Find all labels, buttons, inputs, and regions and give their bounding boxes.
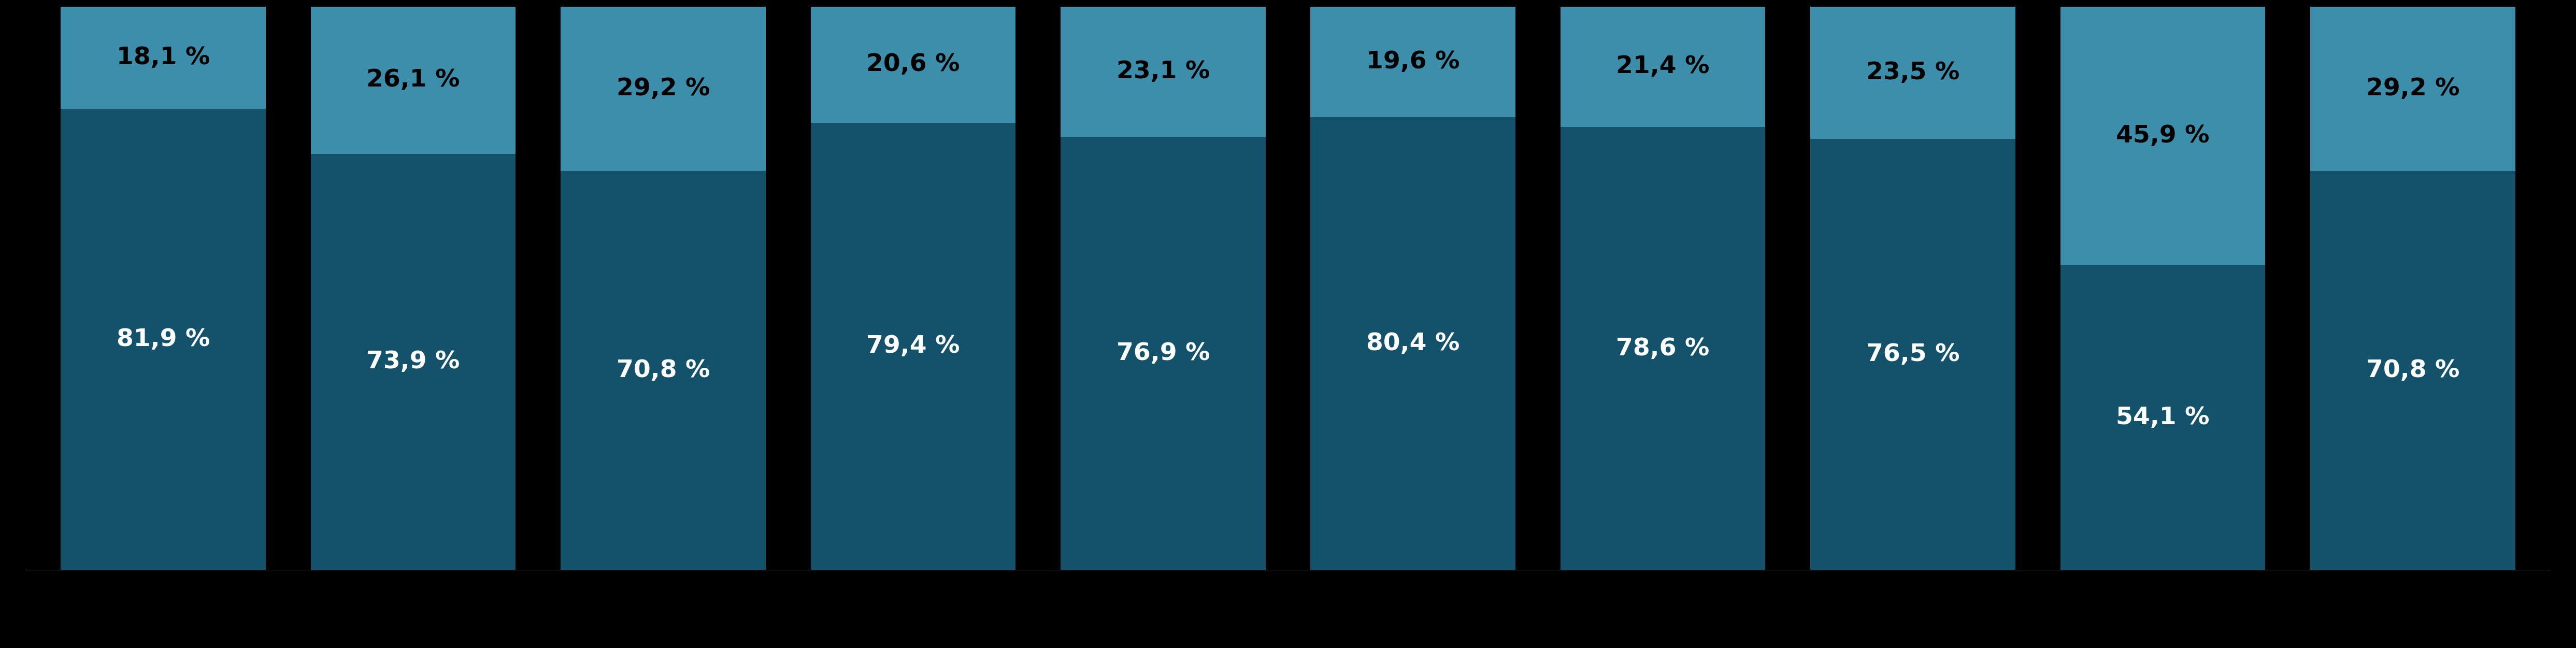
Bar [1061, 6, 1265, 137]
Text: 54,1 %: 54,1 % [2115, 406, 2210, 430]
Text: 19,6 %: 19,6 % [1365, 50, 1461, 73]
Text: 78,6 %: 78,6 % [1615, 337, 1710, 360]
Text: 79,4 %: 79,4 % [866, 335, 961, 358]
Bar [811, 122, 1015, 570]
Text: 81,9 %: 81,9 % [116, 328, 211, 351]
Text: 18,1 %: 18,1 % [116, 46, 211, 69]
Bar [312, 154, 515, 570]
Bar [1811, 6, 2014, 139]
Bar [312, 6, 515, 154]
Bar [1811, 139, 2014, 570]
Text: 20,6 %: 20,6 % [866, 53, 961, 76]
Bar [62, 6, 265, 108]
Text: 29,2 %: 29,2 % [616, 77, 711, 100]
Bar [2311, 171, 2514, 570]
Text: 80,4 %: 80,4 % [1365, 332, 1461, 355]
Bar [1561, 6, 1765, 127]
Text: 76,5 %: 76,5 % [1865, 343, 1960, 366]
Bar [62, 108, 265, 570]
Bar [562, 171, 765, 570]
Text: 21,4 %: 21,4 % [1615, 55, 1710, 78]
Bar [2061, 6, 2264, 265]
Bar [1561, 127, 1765, 570]
Text: 76,9 %: 76,9 % [1115, 341, 1211, 365]
Bar [811, 6, 1015, 122]
Text: 29,2 %: 29,2 % [2365, 77, 2460, 100]
Text: 45,9 %: 45,9 % [2115, 124, 2210, 148]
Text: 70,8 %: 70,8 % [2365, 359, 2460, 382]
Bar [2311, 6, 2514, 171]
Text: 23,5 %: 23,5 % [1865, 61, 1960, 84]
Bar [1061, 137, 1265, 570]
Bar [562, 6, 765, 171]
Bar [1311, 6, 1515, 117]
Text: 73,9 %: 73,9 % [366, 351, 461, 374]
Text: 70,8 %: 70,8 % [616, 359, 711, 382]
Text: 23,1 %: 23,1 % [1115, 60, 1211, 83]
Bar [1311, 117, 1515, 570]
Text: 26,1 %: 26,1 % [366, 69, 461, 92]
Bar [2061, 265, 2264, 570]
